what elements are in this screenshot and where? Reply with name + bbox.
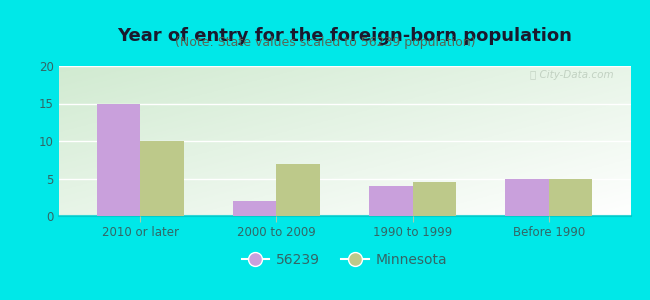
Bar — [276, 164, 320, 216]
Bar — [549, 178, 592, 216]
Bar — [369, 186, 413, 216]
Bar — [97, 103, 140, 216]
Title: Year of entry for the foreign-born population: Year of entry for the foreign-born popul… — [117, 27, 572, 45]
Bar — [233, 201, 276, 216]
Bar — [413, 182, 456, 216]
Bar — [505, 178, 549, 216]
Text: (Note: State values scaled to 56239 population): (Note: State values scaled to 56239 popu… — [175, 36, 475, 49]
Legend: 56239, Minnesota: 56239, Minnesota — [236, 247, 453, 272]
Text: Ⓜ City-Data.com: Ⓜ City-Data.com — [530, 70, 614, 80]
Bar — [140, 141, 184, 216]
